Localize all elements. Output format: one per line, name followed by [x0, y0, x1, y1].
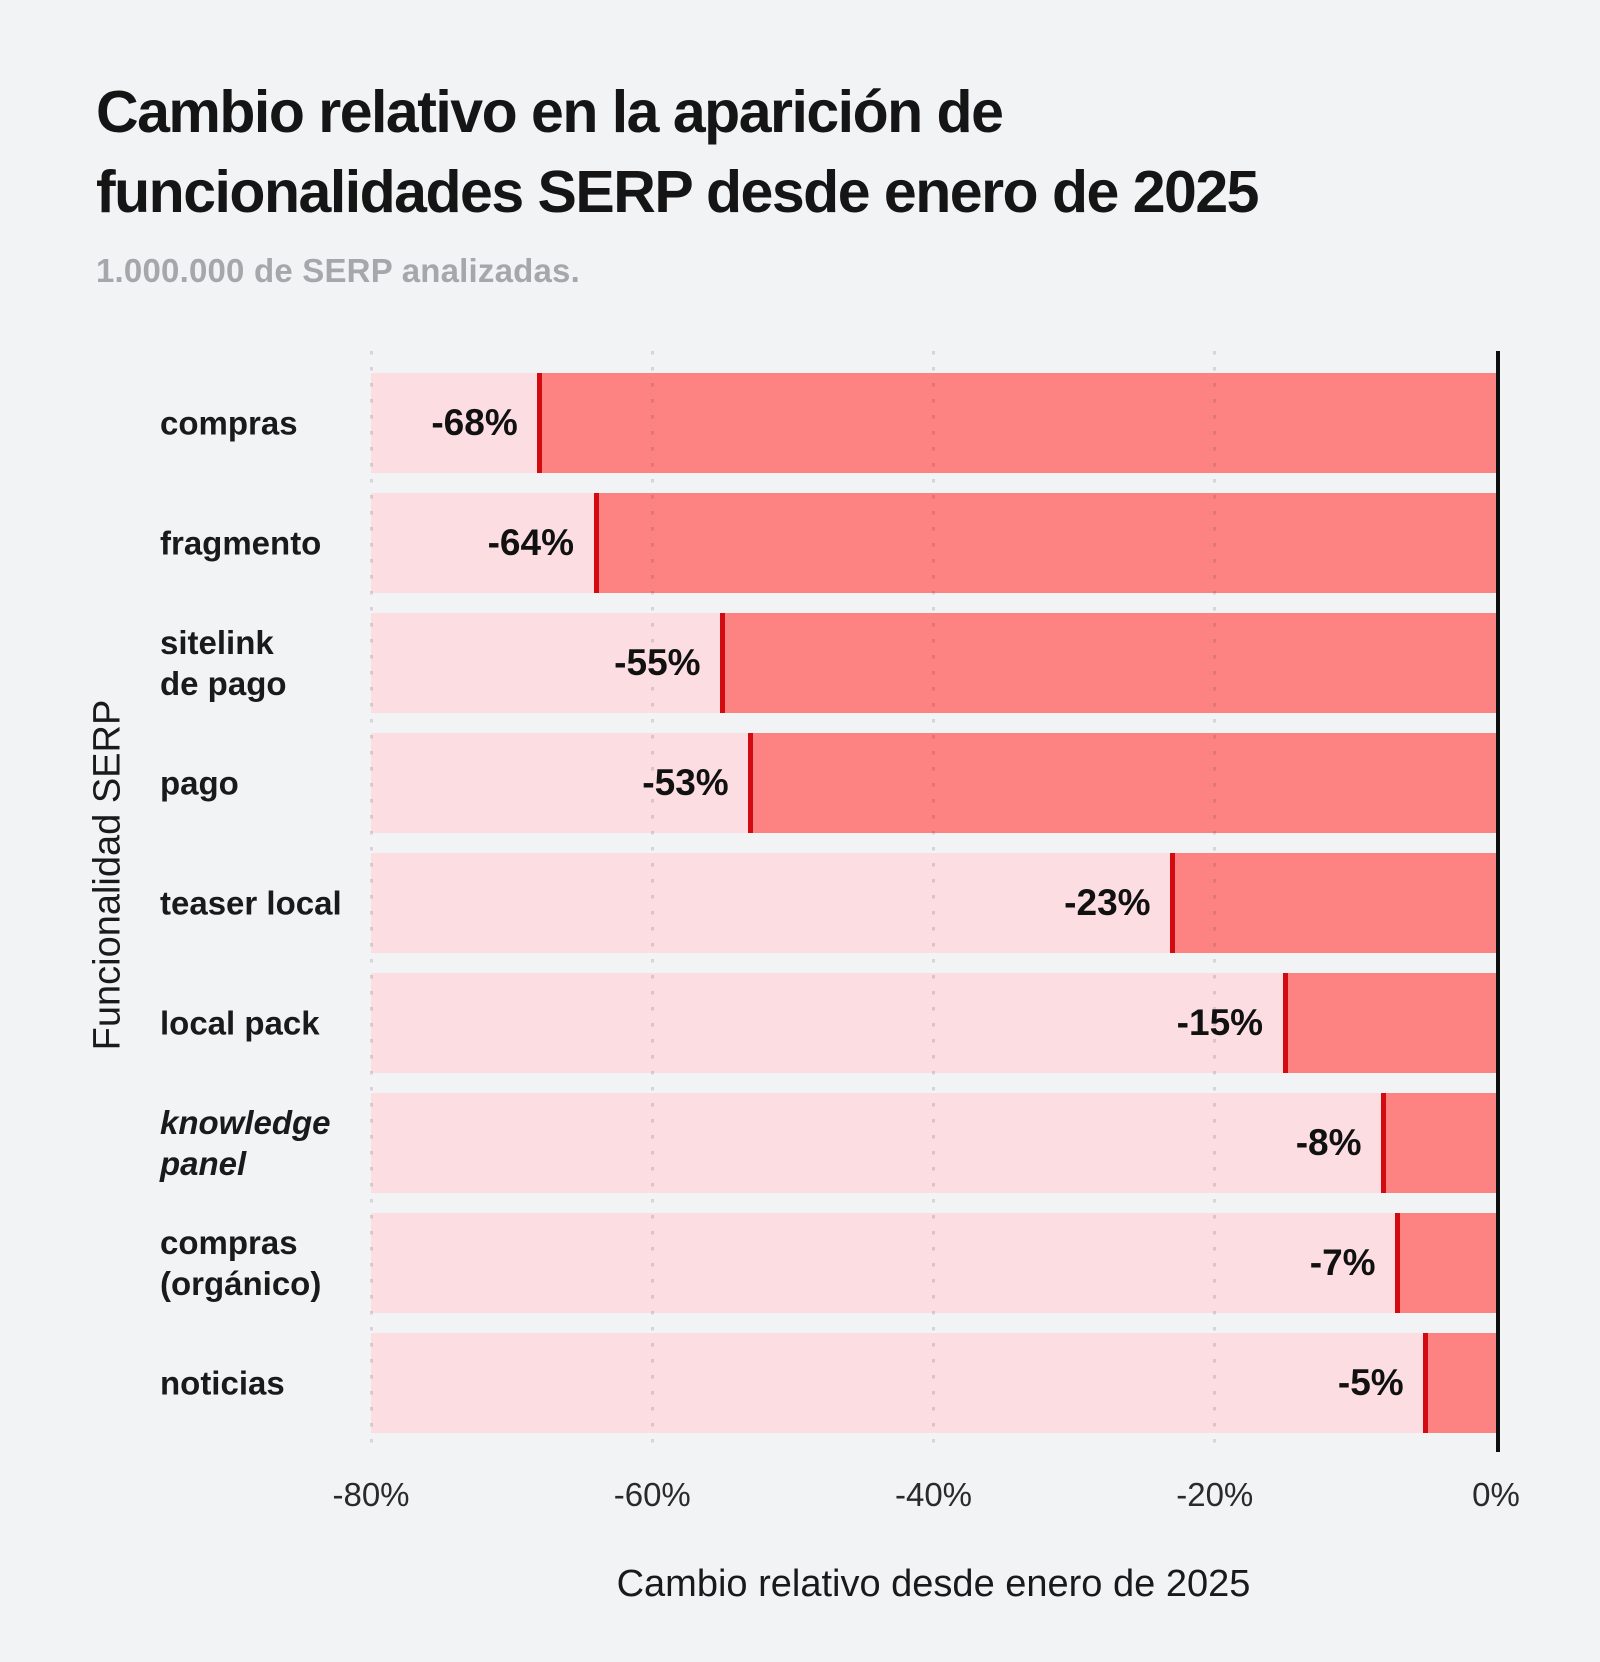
gridline--80% — [369, 351, 373, 1452]
x-tick--80%: -80% — [332, 1476, 410, 1513]
category-label-teaser-local: teaser local — [160, 884, 342, 922]
bar-value-marker — [748, 733, 754, 833]
bar-fill — [750, 733, 1496, 833]
category-label-local-pack: local pack — [160, 1004, 320, 1042]
bar-value-label: -64% — [487, 522, 574, 563]
bar-value-label: -53% — [642, 762, 729, 803]
category-label-fragmento: fragmento — [160, 524, 322, 562]
bar-value-label: -55% — [614, 642, 701, 683]
chart-subtitle: 1.000.000 de SERP analizadas. — [96, 252, 580, 289]
bar-value-marker — [1170, 853, 1176, 953]
x-tick-0%: 0% — [1472, 1476, 1520, 1513]
bar-row-local-pack: -15% — [371, 973, 1496, 1073]
bar-value-marker — [537, 373, 543, 473]
bar-row-sitelink-de-pago: -55% — [371, 613, 1496, 713]
x-axis-title: Cambio relativo desde enero de 2025 — [616, 1563, 1251, 1605]
chart-title: Cambio relativo en la aparición de funci… — [96, 79, 1259, 225]
bar-row-knowledge-panel: -8% — [371, 1093, 1496, 1193]
bar-row-compras: -68% — [371, 373, 1496, 473]
bar-row-fragmento: -64% — [371, 493, 1496, 593]
bar-row-teaser-local: -23% — [371, 853, 1496, 953]
bar-row-pago: -53% — [371, 733, 1496, 833]
category-label-compras: compras — [160, 404, 298, 442]
bar-fill — [539, 373, 1496, 473]
bar-track — [371, 1333, 1496, 1433]
bar-fill — [596, 493, 1496, 593]
bar-row-compras-org-nico-: -7% — [371, 1213, 1496, 1313]
x-axis-tick-labels: -80% -60% -40% -20% 0% — [332, 1476, 1519, 1518]
category-label-sitelink-de-pago: sitelink de pago — [160, 624, 287, 702]
bar-value-marker — [720, 613, 726, 713]
bar-value-label: -23% — [1064, 882, 1151, 923]
bar-value-marker — [593, 493, 599, 593]
bar-value-marker — [1423, 1333, 1429, 1433]
bar-value-label: -7% — [1309, 1242, 1376, 1283]
gridline--20% — [1213, 351, 1217, 1452]
bar-value-label: -15% — [1176, 1002, 1264, 1043]
x-tick--20%: -20% — [1176, 1476, 1254, 1513]
bar-track — [371, 1213, 1496, 1313]
gridline--60% — [650, 351, 654, 1452]
bar-value-marker — [1395, 1213, 1401, 1313]
x-tick--60%: -60% — [613, 1476, 691, 1513]
x-tick--40%: -40% — [894, 1476, 973, 1513]
plot-area: -68% -64% -55% -53% -23% -15% -8% -7% -5% — [369, 351, 1500, 1452]
category-label-pago: pago — [160, 764, 239, 802]
category-label-noticias: noticias — [160, 1364, 285, 1402]
bar-fill — [1397, 1213, 1496, 1313]
bar-value-label: -8% — [1295, 1122, 1362, 1163]
bar-fill — [1383, 1093, 1496, 1193]
y-axis-category-labels: compras fragmento sitelink de pago pago teas… — [160, 351, 365, 1452]
gridline--40% — [932, 351, 935, 1452]
bar-value-marker — [1282, 973, 1288, 1073]
category-label-compras-org-nico-: compras (orgánico) — [160, 1224, 322, 1302]
bar-row-noticias: -5% — [371, 1333, 1496, 1433]
y-axis-title: Funcionalidad SERP — [86, 699, 129, 1051]
bar-value-label: -5% — [1337, 1362, 1404, 1403]
bar-value-marker — [1381, 1093, 1386, 1193]
zero-baseline-axis — [1496, 351, 1500, 1452]
bar-value-label: -68% — [431, 402, 518, 443]
bar-fill — [1172, 853, 1496, 953]
bar-fill — [1425, 1333, 1496, 1433]
category-label-knowledge-panel: knowledge panel — [160, 1104, 331, 1182]
bar-fill — [1285, 973, 1496, 1073]
bar-track — [371, 1093, 1496, 1193]
bar-fill — [722, 613, 1496, 713]
